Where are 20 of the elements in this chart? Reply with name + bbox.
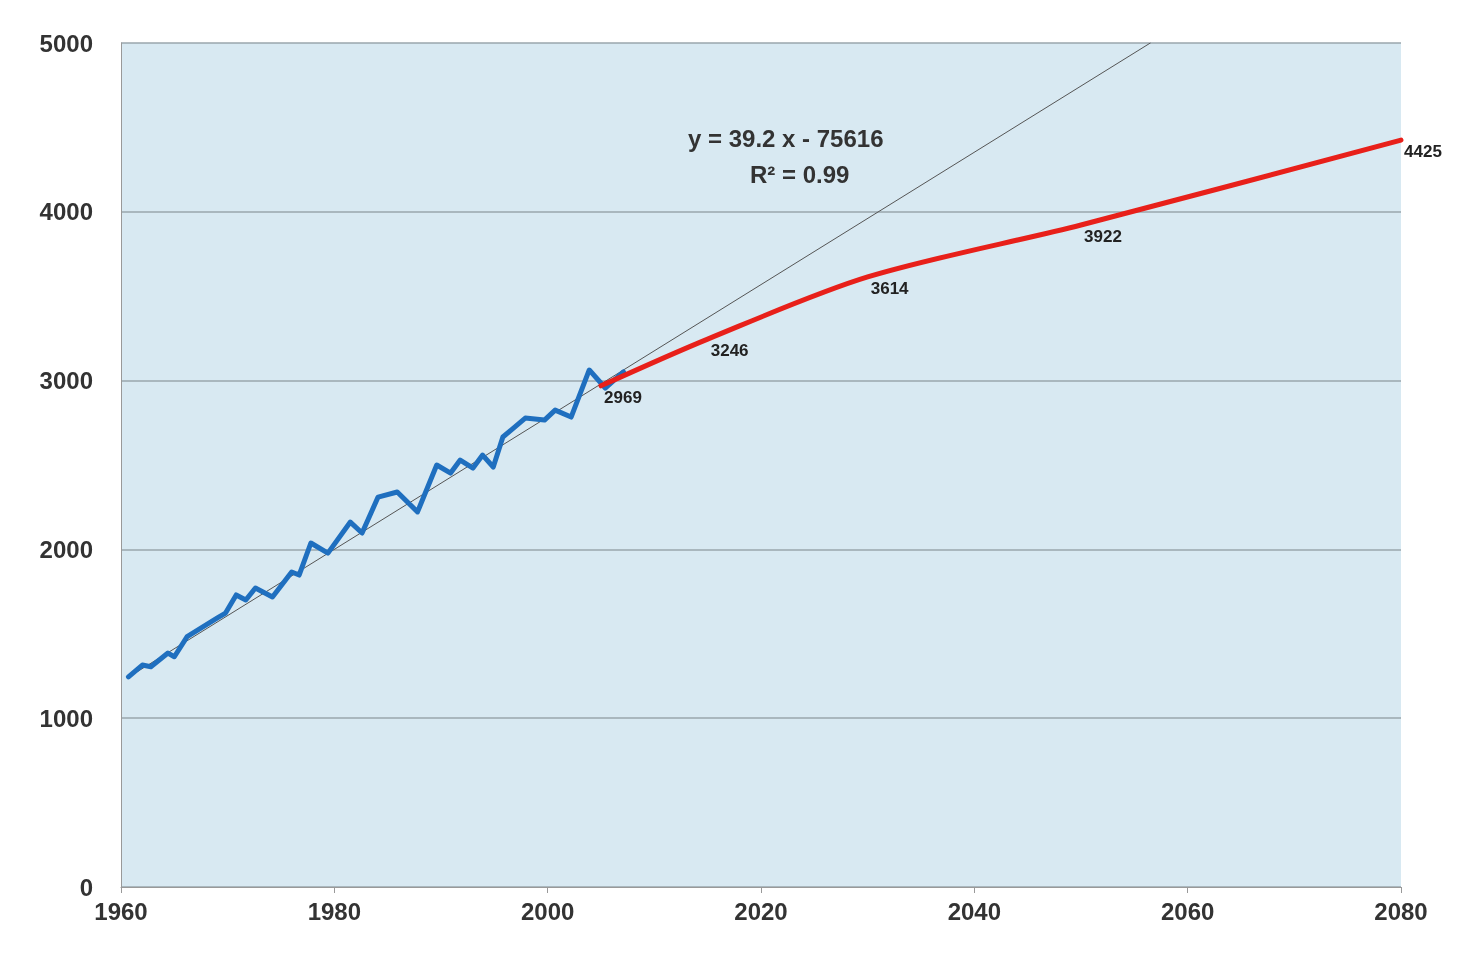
annotation: R² = 0.99: [750, 160, 850, 188]
y-tick-label: 2000: [39, 535, 93, 563]
x-tick-label: 1960: [94, 897, 148, 925]
y-tick-label: 1000: [39, 704, 93, 732]
x-tick-label: 2040: [947, 897, 1002, 925]
y-tick-label: 4000: [39, 198, 93, 226]
data-label: 2969: [604, 387, 642, 407]
data-label: 4425: [1404, 142, 1442, 162]
y-tick-label: 3000: [39, 367, 93, 395]
annotation: y = 39.2 x - 75616: [688, 124, 884, 152]
data-label: 3246: [710, 341, 749, 361]
x-tick-label: 2020: [734, 897, 788, 925]
x-tick-label: 2000: [520, 897, 575, 925]
data-label: 3614: [870, 278, 910, 298]
data-label: 3922: [1084, 226, 1122, 246]
y-tick-label: 0: [79, 873, 93, 901]
x-tick-label: 2080: [1374, 897, 1428, 925]
x-tick-label: 1980: [307, 897, 362, 925]
y-tick-label: 5000: [39, 29, 93, 57]
x-tick-label: 2060: [1160, 897, 1215, 925]
